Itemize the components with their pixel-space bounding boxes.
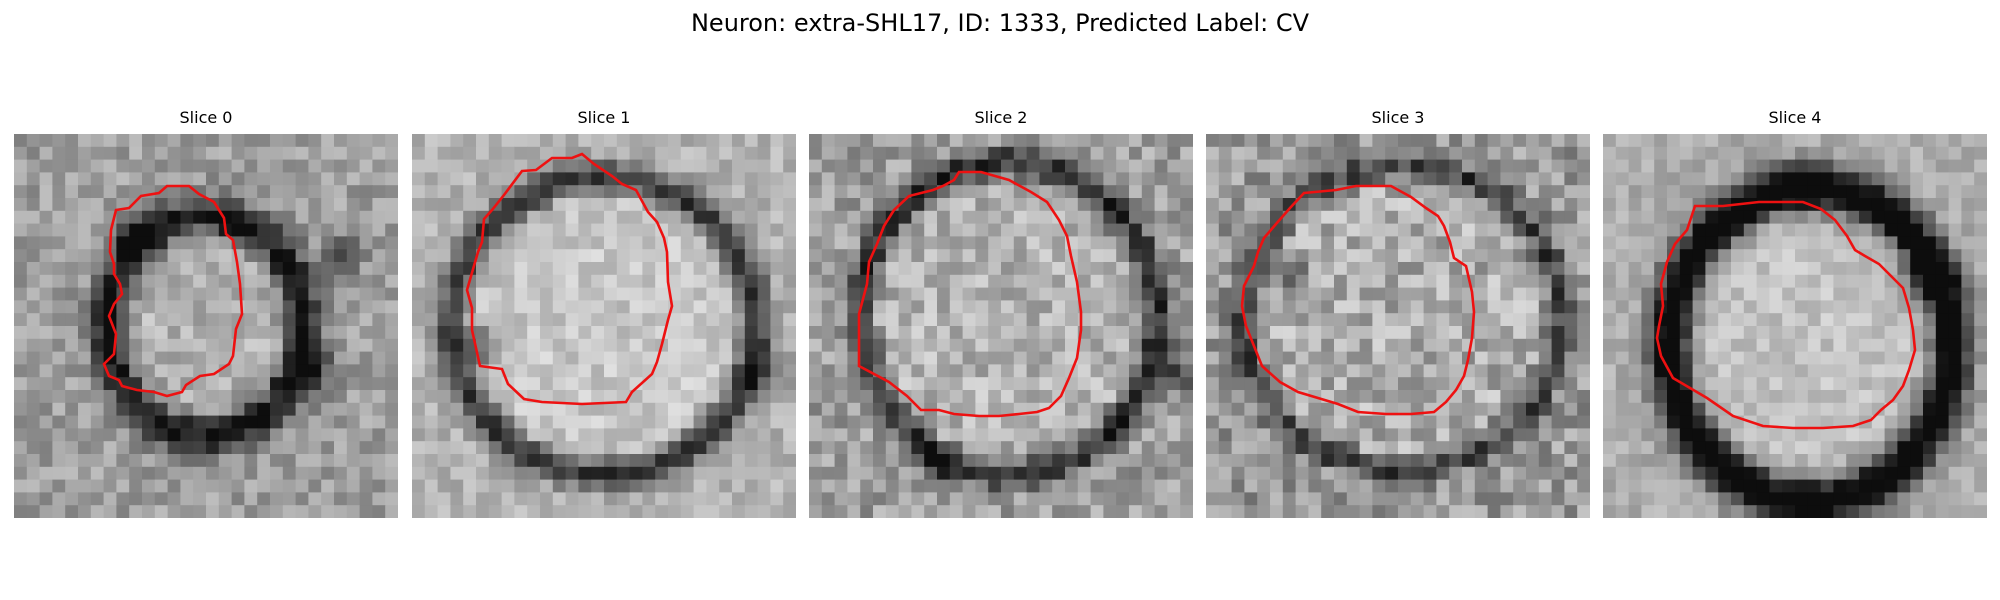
pixel-grid: [1603, 134, 1987, 518]
segmentation-contour: [857, 170, 1083, 418]
segmentation-contour: [1655, 200, 1917, 430]
segmentation-contour: [102, 184, 244, 398]
pixel-grid: [809, 134, 1193, 518]
slice-image-3: [1206, 134, 1590, 518]
slice-image-0: [14, 134, 398, 518]
slice-image-2: [809, 134, 1193, 518]
segmentation-contour: [465, 152, 674, 406]
slice-title-1: Slice 1: [577, 108, 631, 127]
segmentation-contour: [1240, 184, 1476, 416]
slice-title-2: Slice 2: [974, 108, 1028, 127]
pixel-grid: [1206, 134, 1590, 518]
pixel-grid: [412, 134, 796, 518]
slice-title-3: Slice 3: [1371, 108, 1425, 127]
figure-title: Neuron: extra-SHL17, ID: 1333, Predicted…: [690, 9, 1310, 37]
slice-image-1: [412, 134, 796, 518]
slice-title-0: Slice 0: [179, 108, 233, 127]
slice-image-4: [1603, 134, 1987, 518]
pixel-grid: [14, 134, 398, 518]
slice-title-4: Slice 4: [1768, 108, 1822, 127]
